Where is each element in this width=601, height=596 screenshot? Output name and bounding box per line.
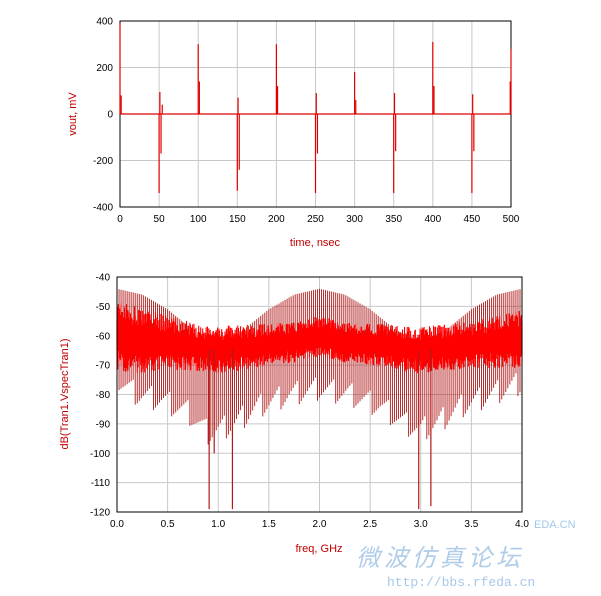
watermark-site: EDA.CN [534,519,576,531]
top-y-axis-label: vout, mV [67,92,79,136]
top-x-ticks: 0 50 100 150 200 250 300 350 400 450 500 [117,214,520,225]
bottom-y-tick-label: -120 [90,508,110,519]
top-x-tick-label: 350 [385,214,402,225]
bottom-y-tick-label: -60 [96,331,111,342]
bottom-x-axis-label: freq, GHz [295,543,342,555]
time-domain-chart: 400 200 0 -200 -400 0 50 100 150 200 250 300 350 400… [67,17,520,250]
top-x-tick-label: 0 [117,214,123,225]
bottom-x-ticks: 0.0 0.5 1.0 1.5 2.0 2.5 3.0 3.5 4.0 [110,519,529,530]
top-x-axis-label: time, nsec [290,237,341,249]
bottom-y-ticks: -40 -50 -60 -70 -80 -90 -100 -110 -120 [90,273,110,519]
bottom-y-tick-label: -50 [96,302,111,313]
bottom-x-tick-label: 1.5 [262,519,276,530]
bottom-plot-frame [116,276,523,513]
bottom-y-tick-label: -80 [96,390,111,401]
top-x-tick-label: 450 [464,214,481,225]
top-y-tick-label: -400 [93,203,113,214]
top-y-ticks: 400 200 0 -200 -400 [93,17,113,214]
bottom-x-tick-label: 0.5 [161,519,175,530]
top-y-tick-label: -200 [93,156,113,167]
bottom-y-tick-label: -40 [96,273,111,284]
top-trace [119,23,512,194]
bottom-x-tick-label: 3.0 [414,519,428,530]
top-x-tick-label: 200 [268,214,285,225]
top-x-tick-label: 500 [503,214,520,225]
bottom-x-tick-label: 3.5 [464,519,478,530]
top-x-tick-label: 50 [154,214,166,225]
top-x-tick-label: 300 [346,214,363,225]
top-x-tick-label: 100 [190,214,207,225]
top-y-tick-label: 0 [107,110,113,121]
bottom-x-tick-label: 2.0 [313,519,327,530]
bottom-y-tick-label: -110 [91,478,111,489]
bottom-x-tick-label: 2.5 [363,519,377,530]
watermark: EDA.CN 微波仿真论坛 http://bbs.rfeda.cn [356,519,576,590]
bottom-trace [116,288,523,510]
bottom-y-tick-label: -100 [90,449,110,460]
top-x-tick-label: 250 [307,214,324,225]
bottom-y-tick-label: -70 [96,361,111,372]
watermark-url: http://bbs.rfeda.cn [387,575,535,590]
top-x-tick-label: 150 [229,214,246,225]
bottom-y-axis-label: dB(Tran1.VspecTran1) [59,338,71,449]
top-y-tick-label: 200 [96,63,113,74]
top-x-tick-label: 400 [424,214,441,225]
spectrum-chart: -40 -50 -60 -70 -80 -90 -100 -110 -120 0.0 0.5 1.0… [59,273,529,556]
bottom-x-tick-label: 4.0 [515,519,529,530]
bottom-x-tick-label: 1.0 [211,519,225,530]
top-y-tick-label: 400 [96,17,113,28]
watermark-cn-text: 微波仿真论坛 [356,544,524,572]
bottom-y-tick-label: -90 [96,419,111,430]
bottom-x-tick-label: 0.0 [110,519,124,530]
